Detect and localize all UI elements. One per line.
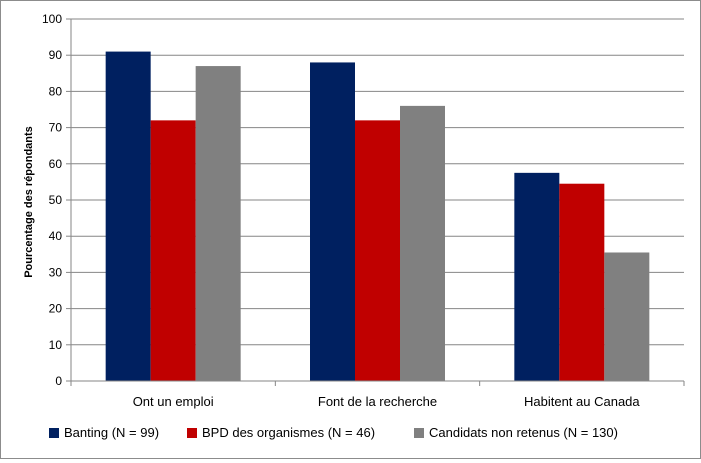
legend-item: Banting (N = 99)	[49, 425, 159, 440]
legend-swatch	[187, 428, 197, 438]
bar-2-1	[150, 120, 196, 382]
y-axis-title: Pourcentage des répondants	[23, 126, 35, 278]
axes	[66, 18, 685, 386]
y-tick-label: 60	[49, 157, 63, 171]
legend-item: BPD des organismes (N = 46)	[187, 425, 375, 440]
bar-2-2	[355, 120, 400, 382]
bar-2-3	[559, 183, 605, 381]
y-tick-label: 0	[55, 374, 62, 388]
bar-1-2	[310, 62, 355, 381]
y-tick-label: 20	[49, 302, 63, 316]
bar-3-1	[195, 66, 241, 381]
x-tick-labels: Ont un emploi Font de la recherche Habiten…	[133, 394, 641, 409]
legend-swatch	[414, 428, 424, 438]
bar-3-2	[400, 105, 445, 381]
legend-label: BPD des organismes (N = 46)	[202, 425, 375, 440]
y-tick-label: 10	[49, 338, 63, 352]
y-tick-label: 40	[49, 229, 63, 243]
bar-3-3	[604, 252, 650, 381]
y-tick-label: 50	[49, 193, 63, 207]
bars	[105, 51, 650, 382]
legend-item: Candidats non retenus (N = 130)	[414, 425, 618, 440]
legend-swatch	[49, 428, 59, 438]
y-tick-label: 100	[42, 12, 62, 26]
bar-1-3	[514, 172, 560, 381]
x-tick-label: Habitent au Canada	[524, 394, 640, 409]
legend-label: Candidats non retenus (N = 130)	[429, 425, 618, 440]
y-tick-label: 30	[49, 265, 63, 279]
x-tick-label: Ont un emploi	[133, 394, 214, 409]
legend-label: Banting (N = 99)	[64, 425, 159, 440]
y-tick-label: 70	[49, 121, 63, 135]
legend: Banting (N = 99) BPD des organismes (N = …	[49, 425, 618, 440]
y-tick-label: 80	[49, 84, 63, 98]
y-tick-label: 90	[49, 48, 63, 62]
bar-1-1	[105, 51, 151, 382]
x-tick-label: Font de la recherche	[318, 394, 437, 409]
y-tick-labels: 0 10 20 30 40 50 60 70 80 90 100	[42, 12, 62, 388]
